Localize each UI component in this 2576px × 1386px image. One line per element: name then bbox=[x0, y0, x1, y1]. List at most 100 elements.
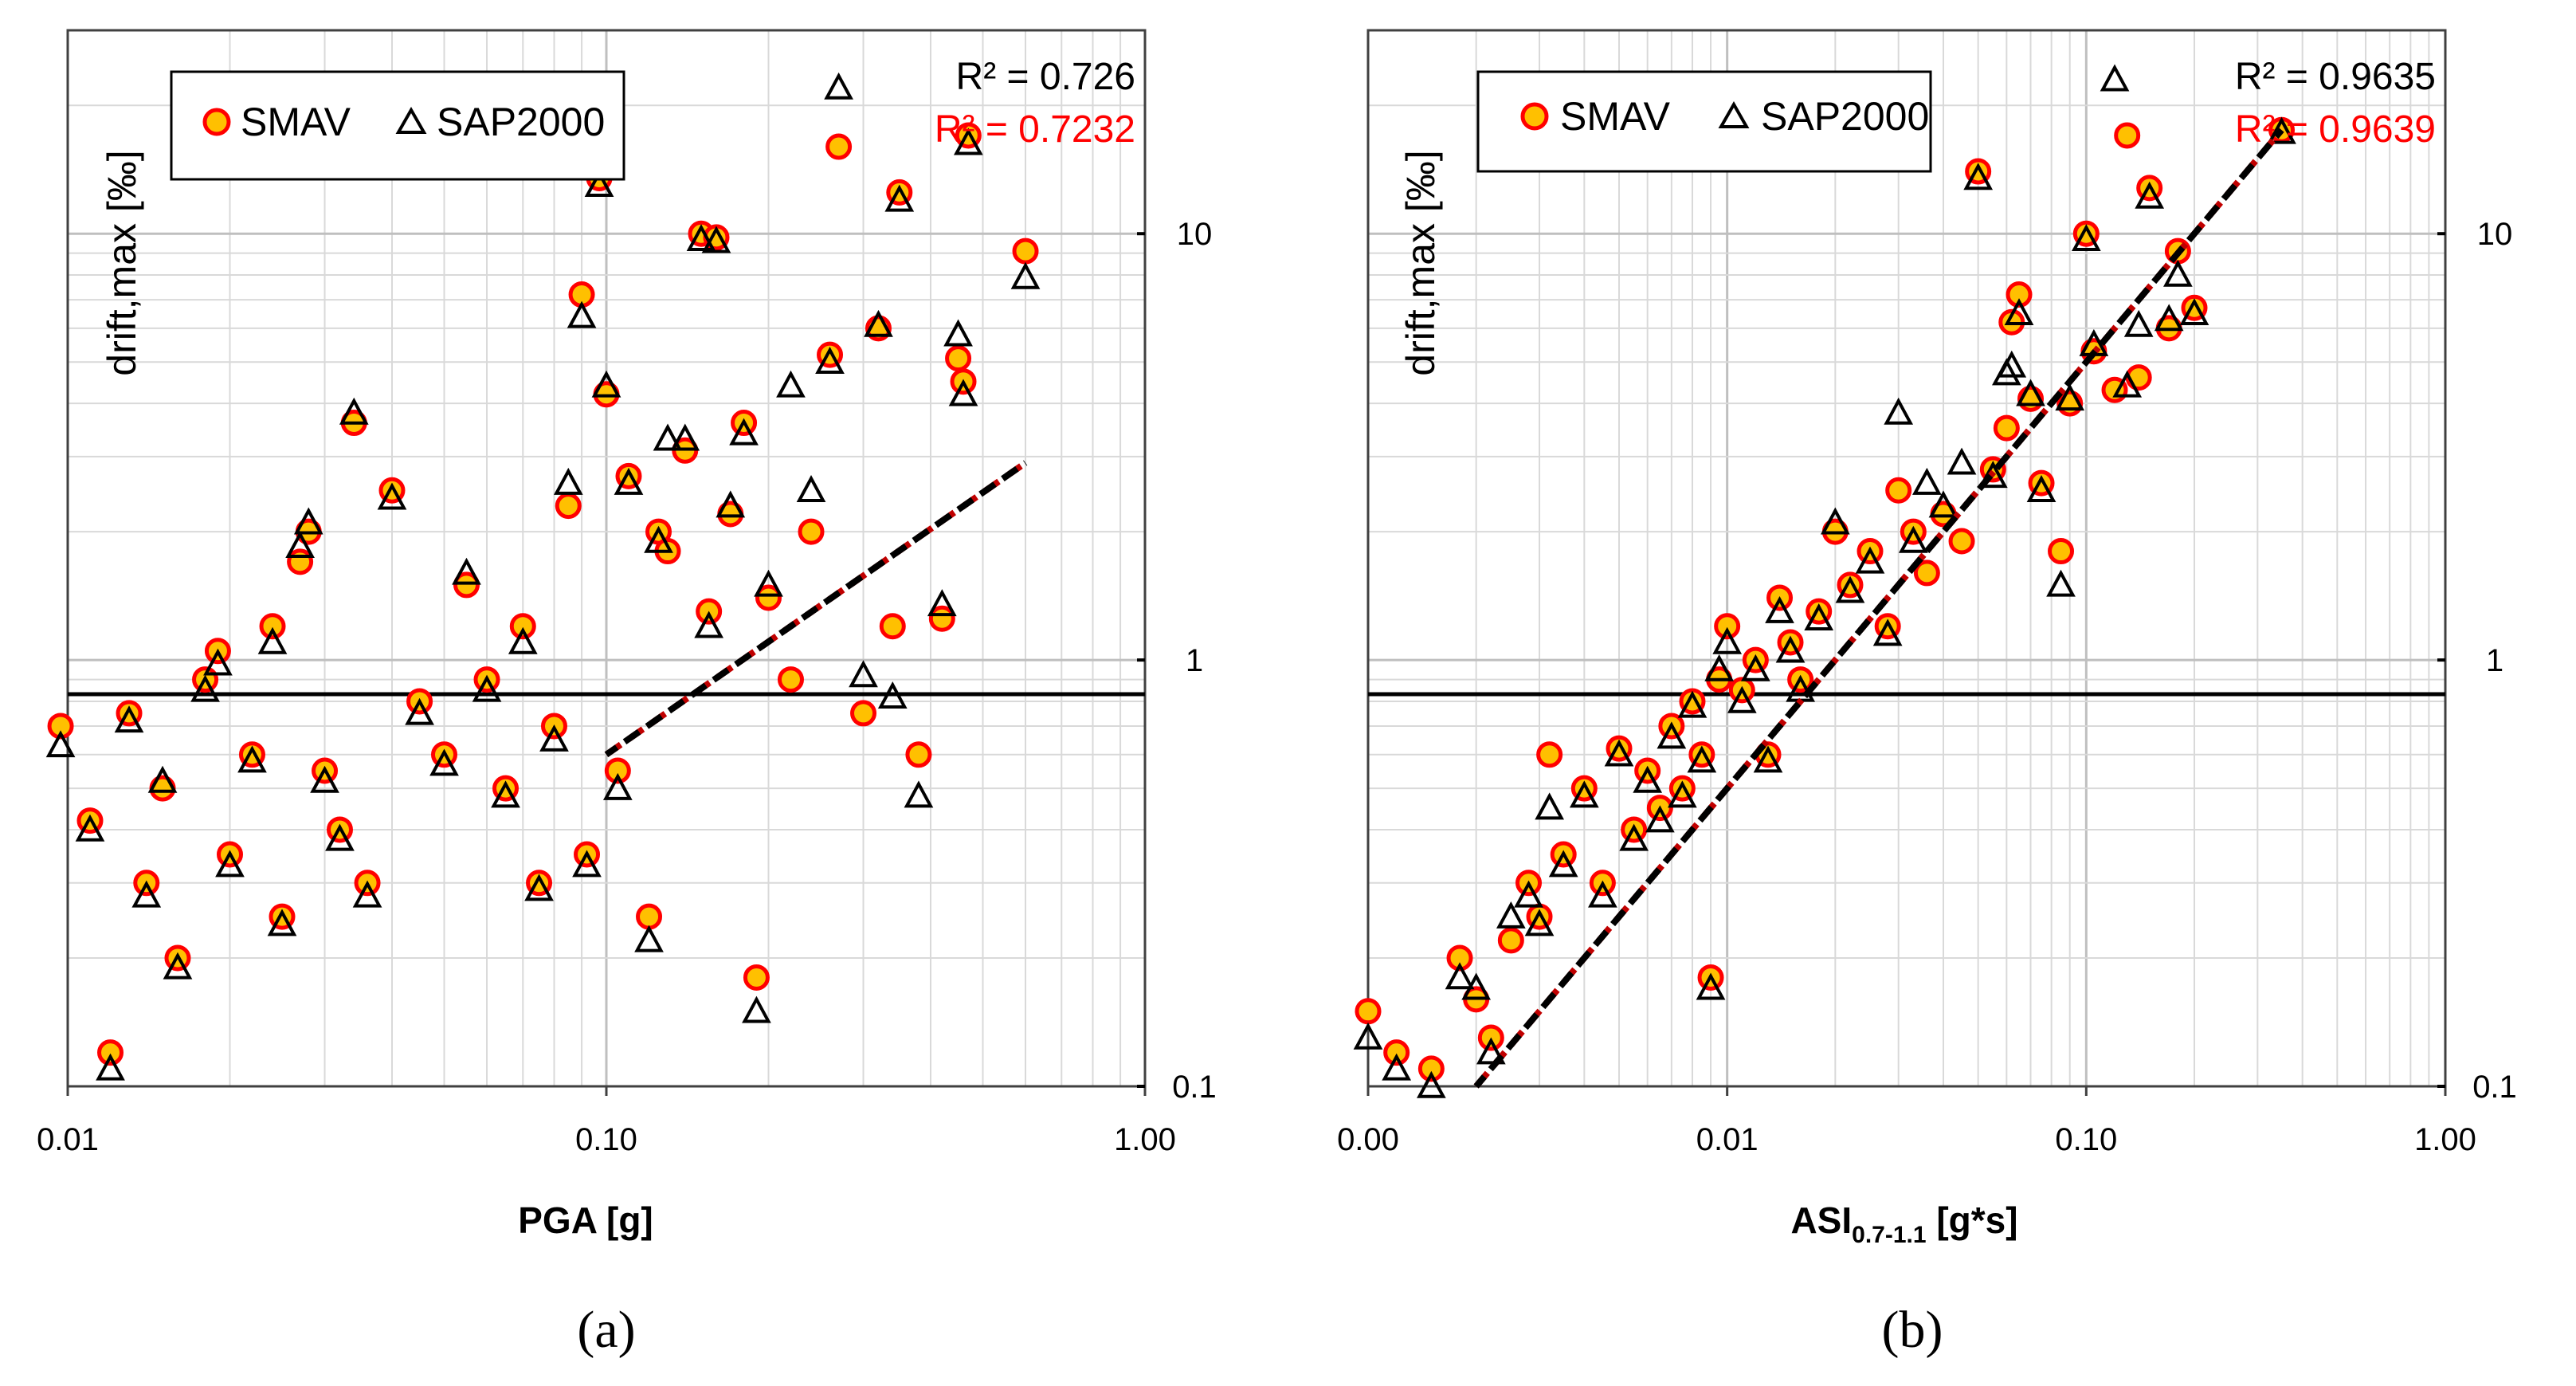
sap2000-point bbox=[1963, 163, 1994, 190]
sap2000-point bbox=[1687, 745, 1717, 773]
panel-a-r2-sap2000: R² = 0.7232 bbox=[935, 108, 1135, 151]
sap2000-point bbox=[1382, 1053, 1412, 1081]
sap2000-point bbox=[1496, 901, 1526, 929]
sap2000-point bbox=[257, 626, 288, 654]
sap2000-point bbox=[2123, 309, 2154, 337]
panel-b-trendlines bbox=[1473, 128, 2284, 1089]
sap2000-point bbox=[2026, 475, 2056, 502]
sap2000-point bbox=[1588, 880, 1617, 908]
sap2000-point bbox=[1445, 962, 1475, 990]
panel-b-x-axis-title: ASI0.7-1.1 [g*s] bbox=[1790, 1199, 2017, 1248]
smav-point bbox=[1948, 528, 1975, 555]
sap2000-point bbox=[2100, 64, 2130, 92]
sap2000-point bbox=[742, 995, 771, 1023]
sap2000-point bbox=[452, 557, 481, 585]
sap2000-point bbox=[694, 611, 724, 638]
sap2000-point bbox=[634, 925, 664, 952]
smav-point bbox=[798, 518, 825, 545]
sap2000-point bbox=[215, 850, 245, 878]
sap2000-point bbox=[1417, 1070, 1446, 1098]
sap2000-point bbox=[377, 482, 407, 510]
smav-point bbox=[1885, 477, 1912, 504]
sap2000-point bbox=[405, 697, 434, 725]
panel-b-r2-sap2000: R² = 0.9639 bbox=[2235, 108, 2436, 151]
smav-point bbox=[259, 613, 286, 640]
sap2000-point bbox=[644, 525, 673, 553]
sap2000-point bbox=[1835, 575, 1865, 603]
sap2000-point bbox=[943, 319, 973, 347]
sap2000-point bbox=[754, 569, 783, 597]
panel-a-y-axis-label: drift,max [‰] bbox=[100, 150, 144, 375]
sap2000-point bbox=[1855, 546, 1885, 574]
smav-point bbox=[1383, 1039, 1410, 1066]
panel-b-legend-sap-marker bbox=[1718, 100, 1750, 128]
sap2000-point bbox=[147, 765, 178, 793]
panel-b-y-tick-label: 0.1 bbox=[2472, 1070, 2517, 1105]
sap2000-point bbox=[948, 379, 978, 406]
sap2000-point bbox=[614, 467, 644, 495]
sap2000-point bbox=[237, 745, 267, 773]
sap2000-point bbox=[1619, 823, 1649, 851]
smav-point bbox=[604, 757, 631, 784]
panel-b-x-tick-label: 0.00 bbox=[1337, 1122, 1399, 1157]
sap2000-point bbox=[285, 530, 315, 558]
smav-point bbox=[1714, 613, 1741, 640]
smav-point bbox=[2114, 122, 2141, 149]
sap2000-point bbox=[1696, 972, 1726, 1000]
sap2000-point bbox=[1740, 654, 1770, 681]
sap2000-point bbox=[1524, 909, 1555, 936]
smav-point bbox=[1536, 741, 1563, 768]
panel-b-sap2000-points bbox=[1353, 64, 2296, 1098]
sap2000-point bbox=[1704, 654, 1734, 681]
panel-a-sap2000-points bbox=[45, 72, 1041, 1081]
sap2000-point bbox=[1010, 261, 1041, 289]
smav-point bbox=[2048, 538, 2075, 565]
sap2000-point bbox=[904, 780, 934, 808]
sap2000-point bbox=[1514, 880, 1543, 908]
sap2000-point bbox=[163, 952, 193, 980]
smav-point bbox=[1497, 927, 1524, 954]
sap2000-point bbox=[2179, 298, 2209, 326]
smav-point bbox=[1417, 1055, 1445, 1082]
smav-point bbox=[825, 133, 853, 160]
panel-b-x-tick-label: 1.00 bbox=[2414, 1122, 2476, 1157]
sap2000-point bbox=[2163, 259, 2193, 287]
sap2000-point bbox=[1775, 635, 1806, 663]
sap2000-point bbox=[567, 300, 597, 328]
sap2000-point bbox=[1872, 618, 1903, 646]
panel-a-trendlines bbox=[604, 460, 1028, 758]
sap2000-point bbox=[2154, 304, 2184, 332]
sap2000-point bbox=[1535, 792, 1565, 820]
sap2000-point bbox=[2046, 569, 2076, 597]
panel-a-y-tick-label: 0.1 bbox=[1172, 1070, 1217, 1105]
sap2000-point bbox=[602, 772, 633, 800]
panel-a-x-tick-label: 1.00 bbox=[1114, 1122, 1176, 1157]
smav-point bbox=[1993, 414, 2020, 442]
panel-b-label: (b) bbox=[1882, 1301, 1943, 1359]
sap2000-point bbox=[539, 724, 569, 752]
panel-b-legend-sap-label: SAP2000 bbox=[1761, 94, 1929, 139]
sap2000-point bbox=[96, 1053, 125, 1081]
panel-b-y-axis-label: drift,max [‰] bbox=[1398, 150, 1443, 375]
sap2000-point bbox=[1947, 447, 1977, 475]
sap2000-point bbox=[877, 681, 908, 709]
sap2000-point bbox=[584, 170, 614, 198]
panel-a-legend: SMAV SAP2000 bbox=[170, 70, 625, 181]
sap2000-point bbox=[1657, 721, 1687, 749]
panel-a-x-tick-label: 0.01 bbox=[37, 1122, 99, 1157]
panel-b-y-tick-label: 1 bbox=[2486, 643, 2503, 678]
smav-point bbox=[47, 713, 74, 740]
panel-a-legend-smav-label: SMAV bbox=[241, 100, 351, 144]
smav-point bbox=[1446, 944, 1473, 972]
sap2000-point bbox=[1569, 780, 1599, 808]
panel-b-x-tick-label: 0.10 bbox=[2055, 1122, 2117, 1157]
panel-b-legend-box bbox=[1476, 70, 1932, 173]
panel-b-r2-smav: R² = 0.9635 bbox=[2235, 56, 2436, 98]
sap2000-point bbox=[429, 748, 459, 776]
panel-a-y-ticks: 0.1 1 10 bbox=[1137, 217, 1217, 1105]
panel-b-x-axis-title-subscript: 0.7-1.1 bbox=[1852, 1222, 1926, 1248]
panel-a-legend-sap-marker bbox=[395, 106, 427, 134]
smav-point bbox=[509, 613, 536, 640]
panel-b-y-ticks: 0.1 1 10 bbox=[2437, 217, 2517, 1105]
sap2000-point bbox=[1677, 690, 1708, 718]
